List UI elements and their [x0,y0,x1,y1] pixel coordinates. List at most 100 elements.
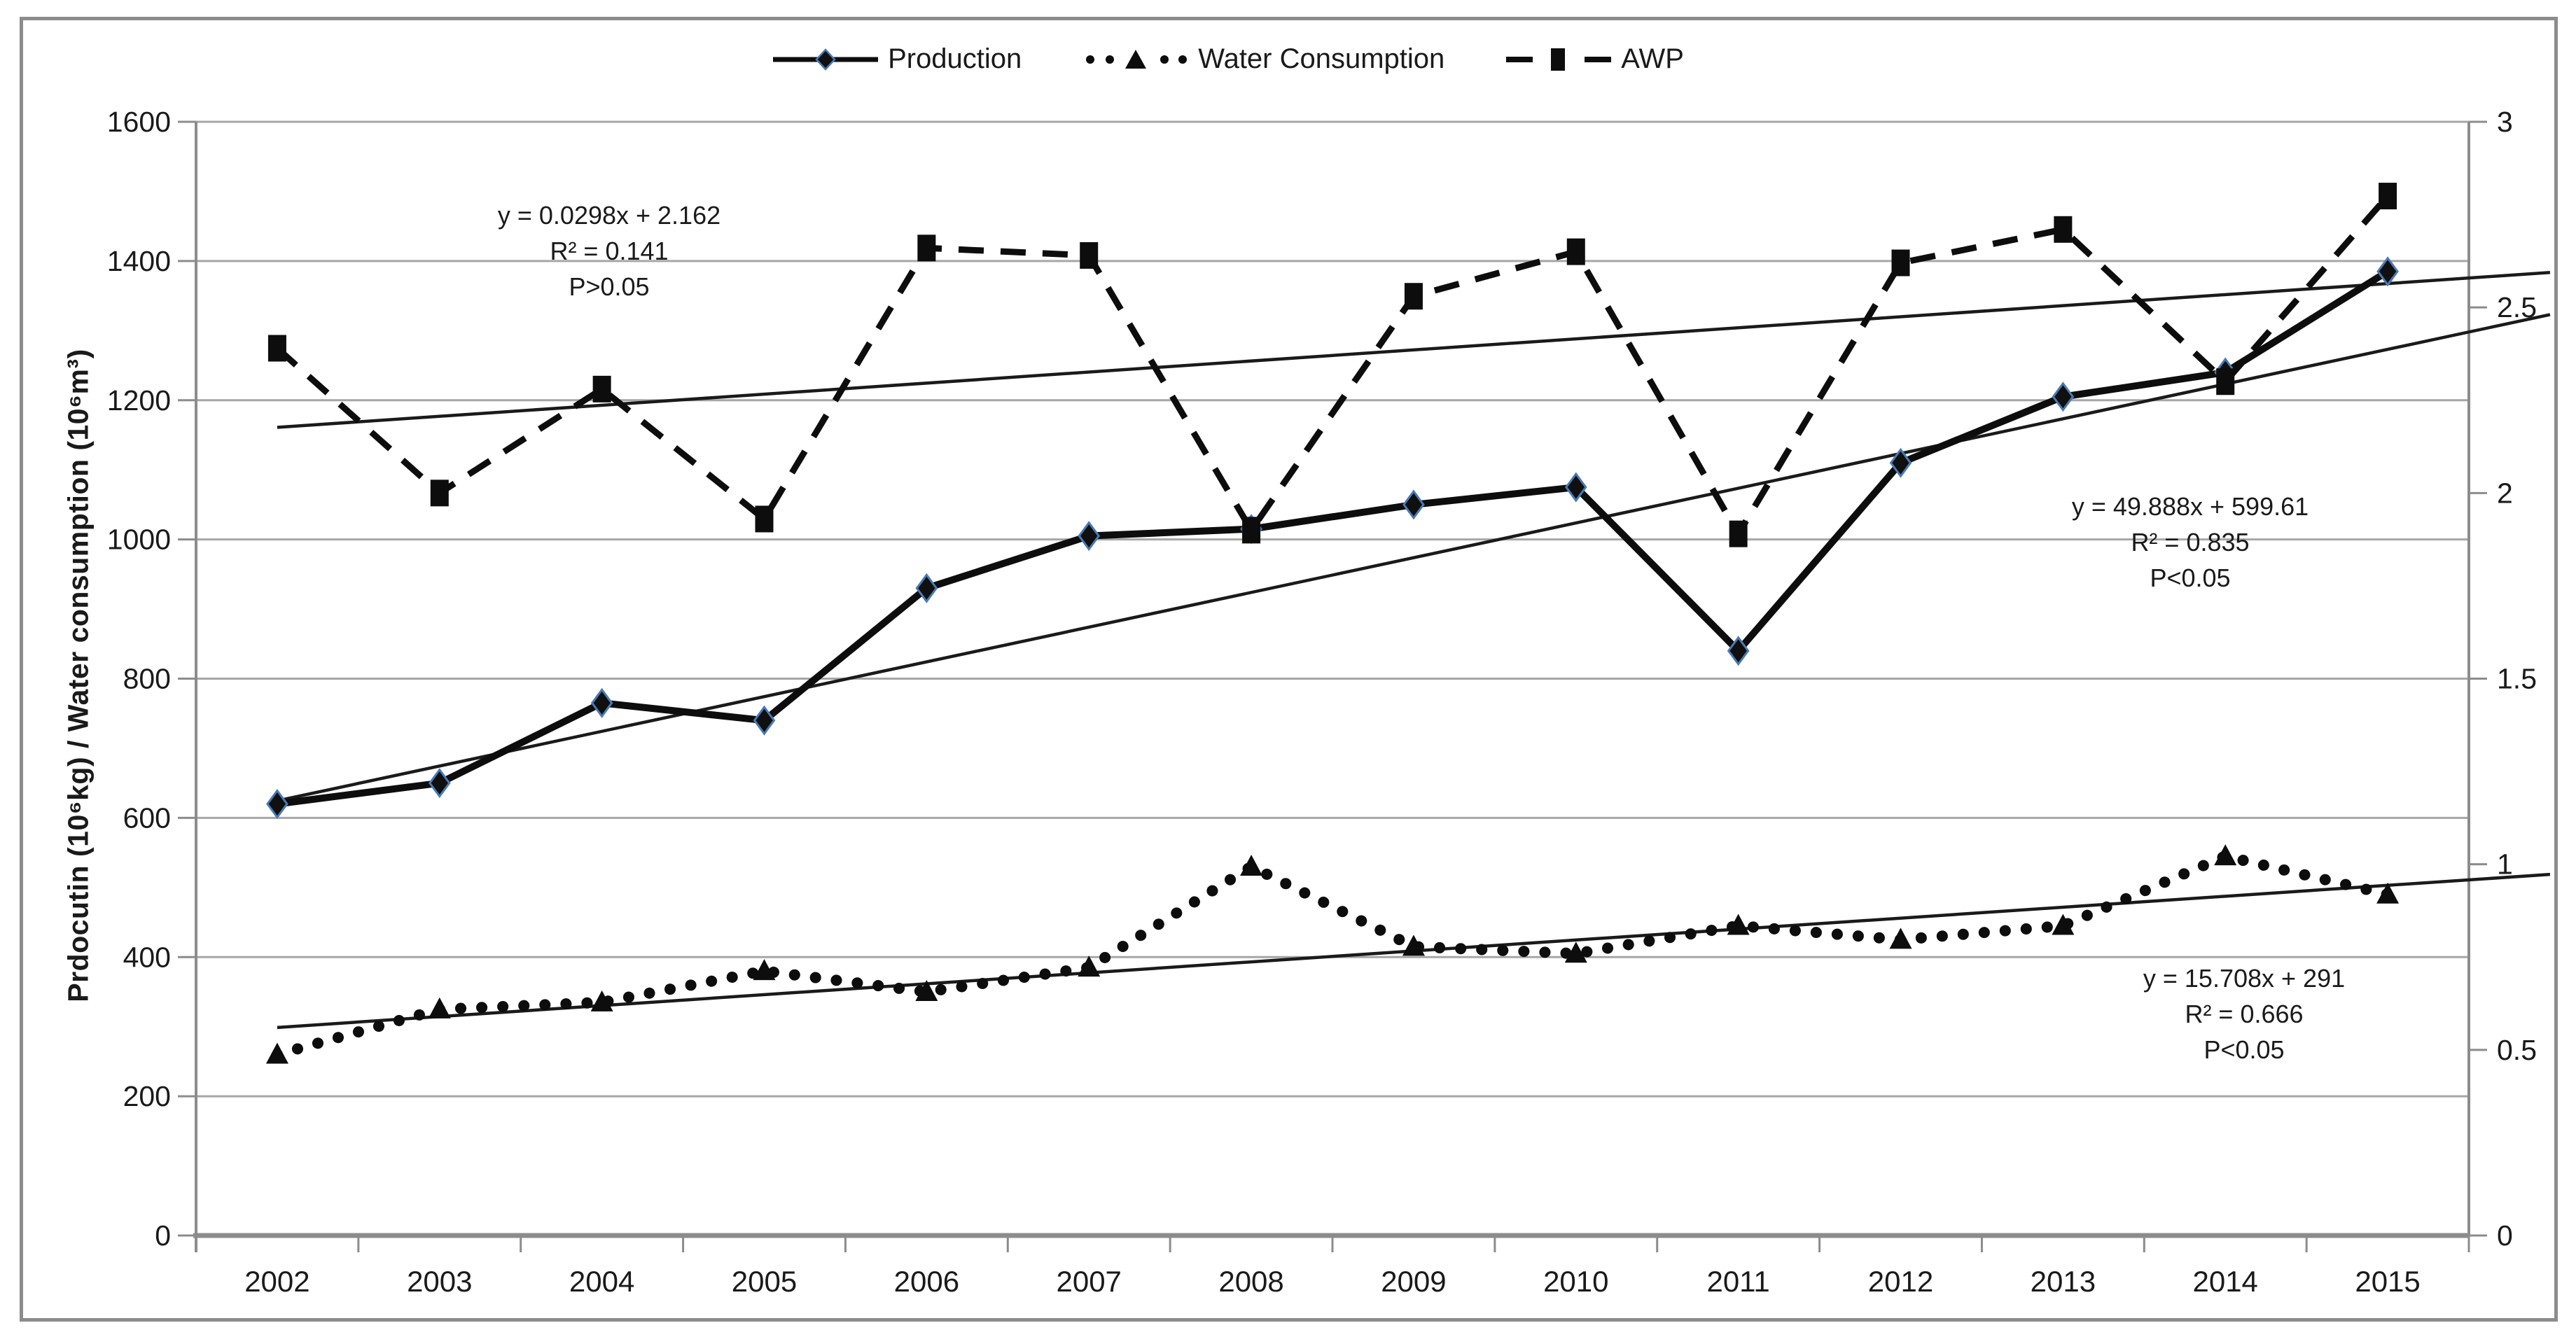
production-marker [1889,447,1912,478]
water-consumption-marker [915,979,938,1001]
production-marker [1727,636,1750,666]
left-axis-tick-label: 1200 [107,384,171,416]
awp-series-line [274,194,2390,540]
right-axis-tick-label: 1 [2497,848,2513,881]
x-axis-tick-label: 2002 [244,1265,309,1298]
awp-trendline [277,271,2551,429]
awp-marker [755,505,774,533]
production-trend-r2-text: R² = 0.835 [2131,528,2250,556]
awp-marker [2054,216,2073,243]
left-axis-tick-label: 1000 [107,524,171,556]
x-axis-tick-label: 2012 [1868,1265,1933,1298]
right-axis-tick-label: 3 [2497,106,2513,138]
water-consumption-marker [2052,913,2075,935]
production-marker [590,687,613,718]
x-axis-tick-label: 2013 [2031,1265,2096,1298]
x-axis-tick-label: 2006 [894,1265,959,1298]
awp-dashed-square-icon [1506,48,1612,71]
water-consumption-marker [1078,955,1101,977]
left-axis-tick-label: 600 [123,802,171,834]
production-marker [1402,489,1425,520]
x-axis-tick-label: 2005 [732,1265,797,1298]
awp-marker [1404,283,1423,310]
x-axis-tick-label: 2008 [1218,1265,1283,1298]
awp-marker [2216,368,2235,396]
water-trendline-annotation: y = 15.708x + 291 R² = 0.666 P<0.05 [2143,960,2345,1068]
production-trend-equation-text: y = 49.888x + 599.61 [2071,492,2309,521]
awp-trend-equation-text: y = 0.0298x + 2.162 [497,201,721,230]
production-marker [428,768,451,799]
water-consumption-marker [1402,934,1425,956]
x-axis-tick-label: 2014 [2192,1265,2257,1298]
x-axis-tick-label: 2007 [1056,1265,1121,1298]
water-trend-pvalue-text: P<0.05 [2203,1035,2285,1064]
left-axis-tick-label: 1400 [107,245,171,277]
left-axis-tick-label: 400 [123,941,171,973]
x-axis-tick-label: 2003 [407,1265,472,1298]
x-axis-tick-label: 2004 [569,1265,634,1298]
legend-item-production: Production [773,43,1022,75]
y-axis-title: Prdocutin (10⁶kg) / Water consumption (1… [62,349,95,1002]
production-series-line [277,268,2390,808]
production-trend-pvalue-text: P<0.05 [2150,564,2231,592]
figure-border [20,17,2558,1322]
awp-marker [917,234,936,262]
water-consumption-marker [428,997,451,1018]
awp-marker [1080,241,1099,269]
x-axis-tick-label: 2010 [1543,1265,1608,1298]
legend-label-production: Production [888,43,1022,74]
chart-legend: Production Water Consumption AWP [0,43,2576,75]
left-axis-tick-label: 200 [123,1080,171,1112]
legend-item-water-consumption: Water Consumption [1083,43,1444,75]
water-consumption-marker [1240,854,1263,876]
awp-marker [1729,520,1748,547]
production-marker [1078,521,1101,552]
awp-marker [430,479,449,507]
x-axis-tick-label: 2009 [1381,1265,1446,1298]
production-line-diamond-icon [773,48,879,71]
legend-item-awp: AWP [1506,43,1684,75]
right-axis-tick-label: 1.5 [2497,663,2537,695]
water-consumption-marker [1564,941,1587,963]
water-consumption-marker [265,1042,288,1064]
production-marker [915,573,938,603]
awp-marker [267,335,286,362]
water-consumption-marker [2376,882,2400,904]
awp-trend-r2-text: R² = 0.141 [550,237,669,265]
awp-marker [592,375,611,402]
left-axis-tick-label: 1600 [107,106,171,138]
production-marker [266,788,288,820]
awp-marker [2379,183,2397,210]
production-marker [753,705,776,736]
production-trendline [277,313,2551,803]
x-axis-tick-label: 2015 [2355,1265,2420,1298]
water-dotted-triangle-icon [1086,49,1188,69]
right-axis-tick-label: 0 [2497,1219,2513,1252]
water-consumption-marker [590,990,613,1011]
right-axis-tick-label: 2 [2497,477,2513,509]
awp-marker [1242,517,1261,544]
production-trendline-annotation: y = 49.888x + 599.61 R² = 0.835 P<0.05 [2072,489,2309,596]
awp-marker [1891,249,1910,276]
water-trend-equation-text: y = 15.708x + 291 [2143,964,2346,993]
awp-trendline-annotation: y = 0.0298x + 2.162 R² = 0.141 P>0.05 [498,197,720,304]
legend-label-awp: AWP [1621,43,1684,74]
water-consumption-marker [2214,844,2237,866]
awp-trend-pvalue-text: P>0.05 [569,272,650,301]
water-consumption-marker [1727,913,1750,935]
production-marker [2376,256,2399,287]
production-marker [1564,472,1587,503]
left-axis-tick-label: 0 [155,1219,171,1252]
water-consumption-marker [1889,927,1912,949]
production-marker [2052,382,2075,412]
water-trend-r2-text: R² = 0.666 [2185,1000,2304,1028]
left-axis-tick-label: 800 [123,663,171,695]
awp-marker [1566,238,1585,265]
legend-label-water-consumption: Water Consumption [1198,43,1445,74]
water-consumption-series-line [271,850,2394,1060]
x-axis-tick-label: 2011 [1706,1265,1769,1298]
right-axis-tick-label: 0.5 [2497,1034,2537,1066]
water-consumption-marker [753,959,776,981]
